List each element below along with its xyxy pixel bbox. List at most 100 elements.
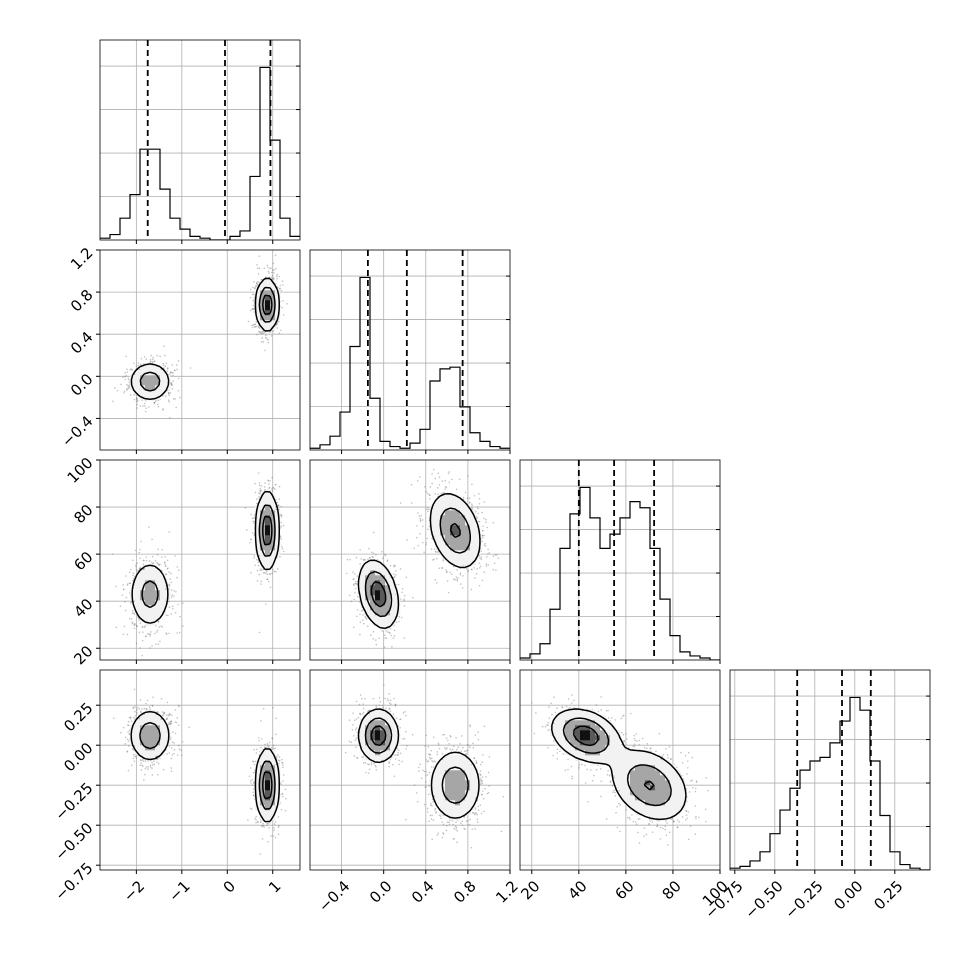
sample-point [276,275,278,277]
density-cell [150,565,156,571]
sample-point [259,489,262,491]
sample-point [165,633,168,636]
density-cell [270,320,276,326]
sample-point [140,357,143,360]
sample-point [254,491,257,494]
density-cell [265,295,271,301]
sample-point [492,555,495,557]
sample-point [254,285,257,288]
sample-point [361,619,364,621]
sample-point [138,631,141,634]
sample-point [266,578,268,581]
sample-point [168,606,171,609]
sample-point [150,354,153,357]
density-cell [365,565,371,571]
sample-point [165,632,167,634]
sample-point [144,625,147,627]
sample-point [393,576,396,578]
density-cell [445,505,451,511]
density-cell [255,510,261,516]
sample-point [122,584,124,586]
contour-line [261,515,273,546]
sample-point [157,643,160,645]
sample-point [252,324,255,326]
sample-point [152,356,154,359]
density-cell [275,300,281,306]
sample-point [474,577,476,579]
sample-point [381,630,384,632]
density-cell [145,395,151,401]
sample-point [260,332,263,334]
sample-point [393,629,396,632]
sample-point [421,541,424,544]
density-cell [275,310,281,316]
sample-point [476,517,478,519]
sample-point [424,485,426,488]
sample-point [126,383,128,386]
sample-point [348,594,351,597]
sample-point [419,519,422,521]
sample-point [252,304,255,307]
sample-point [485,518,487,521]
sample-point [135,569,138,571]
sample-point [346,558,349,561]
density-cell [150,585,156,591]
sample-point [156,631,158,633]
sample-point [418,476,421,478]
sample-point [399,568,402,570]
density-cell [450,525,456,531]
sample-point [133,398,136,401]
sample-point [274,483,277,486]
sample-point [481,529,484,532]
sample-point [486,526,489,529]
sample-point [431,482,433,485]
sample-point [148,706,151,709]
sample-point [371,551,373,554]
sample-point [130,368,132,370]
sample-point [383,646,386,649]
sample-point [149,635,151,637]
sample-point [426,537,428,540]
sample-point [174,611,177,614]
density-cell [365,560,371,566]
density-cell [440,550,446,556]
sample-point [170,371,173,374]
density-cell [270,555,276,561]
sample-point [162,362,164,365]
density-cell [460,540,466,546]
sample-point [151,761,153,764]
sample-point [132,612,135,614]
sample-point [389,565,392,567]
sample-point [488,551,491,554]
sample-point [132,579,134,582]
density-cell [275,525,281,531]
sample-point [459,573,462,576]
contour-line [131,490,281,624]
sample-point [261,332,263,335]
sample-point [129,394,132,396]
sample-point [259,490,261,493]
sample-point [166,701,169,704]
sample-point [276,323,279,325]
density-cell [270,310,276,316]
sample-point [251,532,254,534]
density-cell [260,295,266,301]
sample-point [412,596,414,599]
density-cell [470,525,476,531]
sample-point [464,491,467,494]
sample-point [180,749,183,752]
density-cell [370,590,376,596]
density-cell [440,505,446,511]
density-cell [255,540,261,546]
density-cell [270,300,276,306]
sample-point [362,614,364,616]
density-cell [145,375,151,381]
sample-point [123,625,126,628]
sample-point [276,277,278,280]
density-cell [145,595,151,601]
sample-point [363,559,365,562]
sample-point [419,517,421,520]
density-cell [255,545,261,551]
sample-point [272,262,275,265]
sample-point [269,573,272,576]
